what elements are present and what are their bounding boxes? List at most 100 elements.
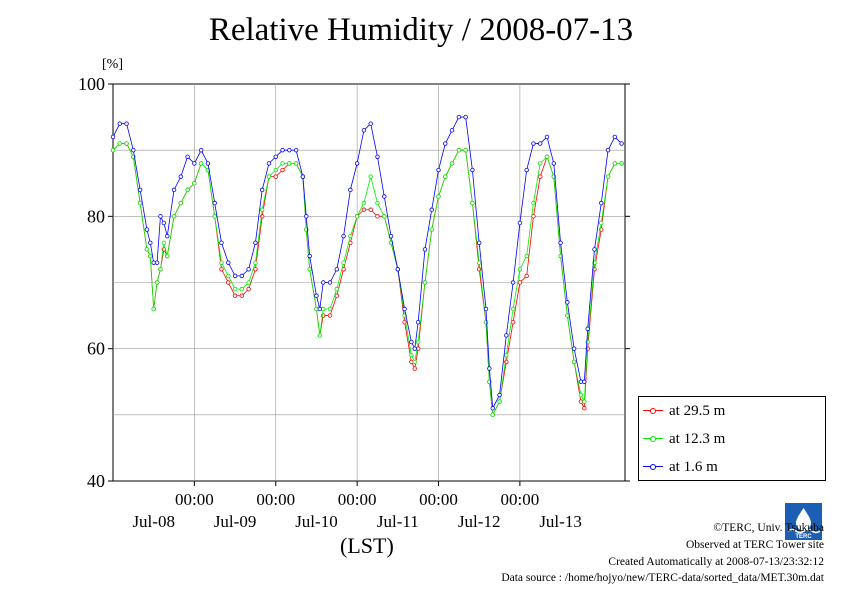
data-point-series-2 (232, 273, 238, 279)
data-point-series-2 (582, 379, 587, 384)
data-point-series-0 (510, 320, 516, 325)
data-point-series-2 (412, 346, 417, 351)
data-point-series-1 (266, 174, 272, 179)
data-point-series-2 (273, 154, 278, 159)
data-point-series-1 (192, 181, 197, 186)
data-point-series-1 (497, 399, 502, 404)
data-point-series-2 (293, 147, 299, 153)
data-point-series-2 (565, 300, 570, 305)
data-point-series-2 (300, 174, 306, 179)
data-point-series-2 (226, 260, 231, 265)
data-point-series-1 (341, 260, 346, 265)
credit-source: Data source : /home/hojyo/new/TERC-data/… (501, 572, 824, 584)
data-point-series-0 (361, 207, 367, 212)
data-point-series-1 (361, 200, 367, 206)
credit-created: Created Automatically at 2008-07-13/23:3… (608, 556, 824, 568)
data-point-series-1 (171, 214, 177, 219)
data-point-series-2 (487, 366, 492, 371)
data-point-series-2 (185, 154, 190, 159)
data-point-series-2 (178, 174, 184, 179)
data-point-series-2 (117, 121, 122, 126)
data-point-series-2 (415, 320, 421, 325)
data-point-series-1 (571, 359, 577, 365)
legend-item-12-3m: at 12.3 m (643, 429, 725, 449)
data-point-series-2 (504, 333, 509, 338)
data-point-series-1 (368, 174, 373, 179)
x-tick-time-label: 00:00 (501, 490, 540, 509)
data-point-series-1 (348, 233, 353, 239)
x-tick-date-label: Jul-08 (132, 512, 175, 531)
x-axis-unit-label: (LST) (340, 533, 394, 558)
y-tick-label: 60 (87, 339, 105, 359)
data-point-series-2 (605, 147, 611, 153)
data-point-series-0 (226, 280, 231, 285)
data-point-series-2 (361, 128, 367, 133)
data-point-series-1 (165, 253, 170, 259)
data-point-series-2 (490, 406, 495, 411)
data-point-series-1 (429, 227, 434, 232)
data-point-series-2 (239, 273, 245, 279)
legend-label: at 1.6 m (669, 458, 718, 475)
data-point-series-2 (422, 247, 428, 252)
data-point-series-2 (524, 167, 529, 173)
data-point-series-1 (415, 339, 421, 345)
data-point-series-0 (517, 280, 523, 285)
data-point-series-1 (449, 161, 455, 166)
data-point-series-2 (246, 267, 251, 272)
data-point-series-2 (304, 214, 309, 219)
data-point-series-1 (293, 161, 299, 166)
x-tick-time-label: 00:00 (419, 490, 458, 509)
legend-marker-blue (643, 462, 663, 472)
x-tick-date-label: Jul-12 (458, 512, 501, 531)
data-point-series-1 (232, 286, 238, 292)
x-tick-time-label: 00:00 (175, 490, 214, 509)
data-point-series-1 (605, 174, 611, 179)
data-point-series-2 (124, 121, 129, 126)
data-point-series-1 (612, 161, 618, 166)
data-point-series-1 (144, 247, 150, 252)
data-point-series-1 (219, 260, 224, 265)
data-point-series-0 (327, 313, 333, 318)
data-point-series-2 (436, 167, 441, 173)
data-point-series-1 (246, 280, 251, 285)
data-point-series-0 (273, 174, 278, 179)
data-point-series-2 (144, 227, 150, 232)
data-point-series-2 (585, 326, 590, 332)
data-point-series-0 (538, 174, 543, 179)
y-axis-unit-label: [%] (102, 57, 123, 72)
x-tick-time-label: 00:00 (338, 490, 377, 509)
data-point-series-1 (619, 161, 624, 166)
data-point-series-2 (212, 200, 217, 206)
data-point-series-1 (544, 154, 550, 159)
terc-logo-icon: TERC (785, 503, 822, 540)
data-point-series-1 (476, 260, 482, 265)
data-point-series-1 (226, 273, 231, 279)
data-point-series-1 (375, 200, 380, 206)
data-point-series-1 (110, 147, 116, 153)
data-point-series-1 (287, 161, 292, 166)
legend-item-1-6m: at 1.6 m (643, 457, 718, 477)
data-point-series-0 (412, 366, 417, 371)
data-point-series-1 (409, 353, 414, 358)
data-point-series-2 (314, 293, 319, 298)
data-point-series-1 (198, 161, 204, 166)
data-point-series-2 (476, 240, 482, 245)
data-point-series-1 (158, 267, 163, 272)
legend-label: at 29.5 m (669, 402, 726, 419)
data-point-series-1 (354, 214, 360, 219)
data-point-series-0 (582, 406, 587, 411)
data-point-series-1 (148, 253, 153, 259)
data-point-series-1 (470, 200, 475, 206)
data-point-series-1 (124, 141, 129, 146)
data-point-series-2 (354, 161, 360, 166)
data-point-series-2 (402, 306, 407, 312)
data-point-series-1 (307, 267, 312, 272)
data-point-series-2 (558, 240, 563, 245)
data-point-series-2 (470, 167, 475, 173)
data-point-series-1 (599, 220, 604, 226)
data-point-series-2 (317, 306, 323, 312)
data-point-series-2 (205, 161, 211, 166)
data-point-series-2 (592, 247, 597, 252)
data-point-series-1 (483, 320, 489, 325)
data-point-series-2 (368, 121, 373, 126)
